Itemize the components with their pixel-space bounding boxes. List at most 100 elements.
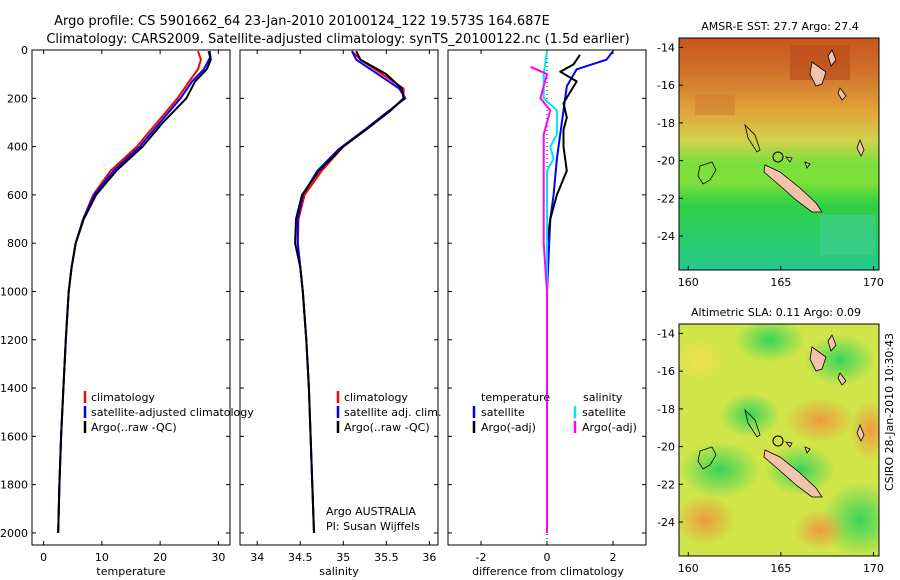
x-tick-label: 20: [153, 551, 167, 564]
sla-low-patch: [735, 324, 805, 362]
difference-legend: temperature salinity satellite Argo(-adj…: [472, 391, 637, 434]
reef-outline-west: [697, 446, 717, 470]
map-x-tick-label: 170: [863, 276, 884, 289]
x-tick-label: -2: [476, 551, 487, 564]
figure-title-line1: Argo profile: CS 5901662_64 23-Jan-2010 …: [54, 14, 550, 29]
map-y-tick-label: -24: [657, 516, 675, 529]
sla-map-title: Altimetric SLA: 0.11 Argo: 0.09: [691, 306, 861, 319]
salinity-plot-frame: [239, 49, 439, 546]
y-tick-label: 1000: [0, 285, 28, 298]
map-y-tick-label: -20: [657, 155, 675, 168]
new-caledonia-island: [763, 449, 823, 498]
x-tick-label: 36: [422, 551, 436, 564]
x-tick-label: 2: [610, 551, 617, 564]
legend-label-satellite: satellite-adjusted climatology: [91, 406, 254, 419]
y-tick-label: 600: [7, 189, 28, 202]
legend-label-climatology: climatology: [91, 391, 155, 404]
sla-high-patch: [785, 398, 855, 442]
difference-ticks: -2 0 2: [448, 49, 646, 564]
legend-label-argo: Argo(..raw -QC): [91, 421, 177, 434]
map-x-tick-label: 165: [770, 562, 791, 575]
new-caledonia-island: [763, 164, 823, 213]
series-line-temperature-satellite: [546, 50, 614, 533]
sla-map-frame: [678, 323, 880, 557]
temperature-xlabel: temperature: [96, 565, 165, 578]
y-tick-label: 0: [21, 44, 28, 57]
series-line-temperature-argo-adj-: [546, 54, 581, 533]
map-y-tick-label: -14: [657, 41, 675, 54]
legend-label-satellite: satellite adj. clim.: [344, 406, 441, 419]
sla-low-patch: [805, 335, 875, 385]
x-tick-label: 10: [95, 551, 109, 564]
temperature-plot-frame: [31, 49, 231, 546]
map-y-tick-label: -24: [657, 230, 675, 243]
map-y-tick-label: -16: [657, 365, 675, 378]
y-tick-label: 800: [7, 237, 28, 250]
map-x-tick-label: 160: [678, 276, 699, 289]
argo-position-marker: [772, 435, 784, 447]
map-y-tick-label: -18: [657, 117, 675, 130]
map-y-tick-label: -22: [657, 478, 675, 491]
map-x-tick-label: 165: [770, 276, 791, 289]
series-line-climatology: [57, 50, 202, 533]
difference-xlabel: difference from climatology: [472, 565, 624, 578]
temperature-legend: climatology satellite-adjusted climatolo…: [83, 391, 254, 434]
argo-program-annotation: Argo AUSTRALIA: [326, 505, 416, 518]
argo-pi-annotation: PI: Susan Wijffels: [326, 520, 420, 533]
reef-outline: [744, 123, 761, 153]
vanuatu-island-north: [827, 334, 837, 352]
legend-label-sal-satellite: satellite: [582, 406, 626, 419]
x-tick-label: 0: [40, 551, 47, 564]
vanuatu-island: [809, 61, 827, 87]
map-x-tick-label: 170: [863, 562, 884, 575]
csiro-credit: CSIRO 28-Jan-2010 10:30:43: [883, 333, 896, 491]
sst-map-frame: [678, 37, 880, 271]
y-tick-label: 1200: [0, 334, 28, 347]
series-line-argo-raw-qc-: [57, 51, 212, 533]
argo-position-marker: [772, 151, 784, 163]
vanuatu-island-south: [837, 372, 847, 386]
legend-header-salinity: salinity: [583, 391, 623, 404]
x-tick-label: 34.5: [288, 551, 313, 564]
salinity-xlabel: salinity: [319, 565, 359, 578]
sst-cool-patch: [820, 215, 875, 255]
x-tick-label: 35: [336, 551, 350, 564]
sst-map: AMSR-E SST: 27.7 Argo: 27.4 160 165 170 -14…: [657, 20, 884, 289]
difference-axes: -2 0 2 difference from climatology tempera…: [447, 49, 647, 578]
sst-warm-patch: [695, 95, 735, 115]
series-line-salinity-argo-adj-: [530, 65, 552, 533]
loyalty-islet: [785, 156, 793, 163]
map-y-tick-label: -14: [657, 327, 675, 340]
y-tick-label: 2000: [0, 527, 28, 540]
legend-label-climatology: climatology: [344, 391, 408, 404]
loyalty-islet: [785, 441, 793, 448]
sla-map-ticks: 160 165 170 -14 -16 -18 -20 -22 -24: [657, 327, 884, 575]
loyalty-islet: [804, 161, 811, 169]
sst-map-title: AMSR-E SST: 27.7 Argo: 27.4: [701, 20, 859, 33]
sla-high-patch: [794, 510, 846, 550]
sla-high-patch: [679, 495, 735, 545]
legend-label-temp-satellite: satellite: [481, 406, 525, 419]
sla-low-patch: [680, 442, 760, 498]
legend-label-argo: Argo(..raw -QC): [344, 421, 430, 434]
x-tick-label: 0: [544, 551, 551, 564]
sla-mid-patch: [679, 336, 728, 384]
map-x-tick-label: 160: [678, 562, 699, 575]
map-y-tick-label: -22: [657, 192, 675, 205]
map-y-tick-label: -20: [657, 441, 675, 454]
y-tick-label: 1800: [0, 479, 28, 492]
map-y-tick-label: -16: [657, 79, 675, 92]
series-line-argo-raw-qc-: [294, 50, 405, 533]
sla-low-patch: [765, 445, 835, 495]
legend-label-sal-argo: Argo(-adj): [582, 421, 637, 434]
salinity-ticks: 34 34.5 35 35.5 36: [240, 49, 438, 564]
reef-outline: [744, 408, 761, 438]
salinity-lines: [294, 50, 407, 533]
vanuatu-island: [809, 346, 827, 372]
series-line-salinity-satellite: [542, 51, 558, 533]
temperature-axes: 0 10 20 30 0 200 400 600 800 1000 1200 1400 1600 1800…: [0, 44, 254, 578]
sst-field: [679, 38, 879, 270]
sla-map: Altimetric SLA: 0.11 Argo: 0.09: [657, 306, 884, 575]
reef-outline-west: [697, 161, 717, 185]
loyalty-islet: [804, 446, 811, 454]
